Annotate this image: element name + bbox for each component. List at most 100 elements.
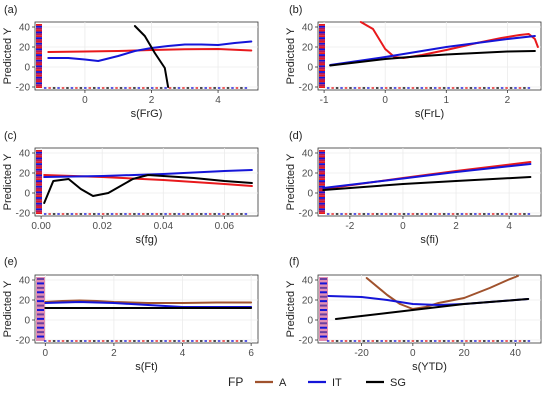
y-axis-title: Predicted Y [285,280,297,337]
rug-mark [319,153,325,156]
rug-mark [36,69,42,72]
y-tick-label: -20 [16,209,31,220]
y-axis-title: Predicted Y [2,153,14,210]
rug-mark [320,313,327,316]
panel-e: (e) -20 0 20 40 0 2 4 6 s(Ft) Predicted Y [2,256,259,373]
rug-mark [36,180,42,182]
rug-mark [36,187,42,190]
rug-mark [319,44,325,47]
legend-label: SG [390,377,406,389]
rug-mark [319,189,325,192]
legend-item-sg: SG [366,377,406,389]
rug-mark [36,48,42,51]
rug-mark [37,278,44,280]
rug-mark [37,335,44,338]
rug-mark [319,180,325,182]
rug-mark [320,291,327,294]
x-tick-label: 2 [453,221,459,232]
rug-mark [319,86,325,88]
rug-mark [319,25,325,28]
x-tick-label: -20 [354,348,369,359]
rug-mark [36,155,42,158]
rug-mark [319,72,325,75]
rug-mark [320,282,327,285]
rug-mark [36,151,42,154]
rug-mark [36,174,42,177]
x-axis-title: s(FrL) [415,108,444,120]
y-axis-title: Predicted Y [285,153,297,210]
x-axis-title: s(YTD) [412,361,447,373]
rug-mark [36,29,42,32]
y-tick-label: 0 [307,63,313,74]
rug-mark [319,187,325,190]
rug-mark [37,317,44,320]
x-tick-label: 0.04 [154,221,174,232]
rug-mark [319,204,325,207]
rug-mark [36,204,42,207]
y-tick-label: 40 [19,23,31,34]
panel-tag: (e) [4,256,17,268]
rug-mark [37,309,44,311]
rug-mark [319,37,325,40]
panel-f: (f) -20 0 20 40 -20 0 20 40 s(YTD) Predicted Y [285,256,542,373]
rug-mark [36,191,42,194]
rug-mark [36,86,42,88]
x-tick-label: 0 [43,348,49,359]
legend-label: IT [332,377,342,389]
rug-mark [36,56,42,58]
y-tick-label: -20 [16,83,31,94]
rug-mark [319,78,325,81]
series-line-sg [322,176,532,191]
legend-item-it: IT [308,377,342,389]
series-line-it [322,163,532,189]
rug-mark [320,331,327,334]
series-line-sg [334,298,530,320]
y-axis-title: Predicted Y [2,280,14,337]
rug-mark [36,84,42,87]
x-tick-label: 0 [410,348,416,359]
rug-mark [319,76,325,79]
rug-mark [36,185,42,188]
rug-mark [36,72,42,75]
rug-mark [36,198,42,201]
x-tick-label: -2 [345,221,354,232]
rug-mark [319,33,325,36]
rug-mark [319,166,325,169]
rug-mark [36,31,42,34]
rug-mark [36,57,42,60]
rug-mark [319,29,325,32]
rug-mark [36,178,42,181]
x-axis-title: s(fi) [420,234,438,246]
panel-tag: (c) [4,130,17,142]
rug-mark [36,63,42,66]
rug-mark [36,195,42,198]
legend-item-a: A [255,377,287,389]
rug-mark [37,313,44,316]
rug-mark [36,170,42,173]
rug-mark [36,37,42,40]
x-tick-label: 0 [382,95,388,106]
rug-mark [319,178,325,181]
rug-mark [36,157,42,160]
y-tick-label: 20 [19,296,31,307]
x-tick-label: 0.06 [215,221,235,232]
rug-mark [36,52,42,55]
rug-mark [319,59,325,62]
panel-tag: (f) [289,256,299,268]
rug-mark [319,155,325,158]
rug-mark [319,40,325,43]
rug-mark [36,42,42,45]
rug-mark [319,31,325,34]
rug-mark [319,198,325,201]
rug-mark [36,39,42,41]
y-tick-label: 0 [307,316,313,327]
x-axis-title: s(fg) [136,234,158,246]
rug-mark [36,82,42,85]
rug-mark [37,326,44,329]
rug-mark [37,282,44,285]
y-axis-title: Predicted Y [285,27,297,84]
rug-mark [36,208,42,211]
rug-mark [319,27,325,30]
y-tick-label: 20 [302,169,314,180]
rug-mark [320,304,327,307]
